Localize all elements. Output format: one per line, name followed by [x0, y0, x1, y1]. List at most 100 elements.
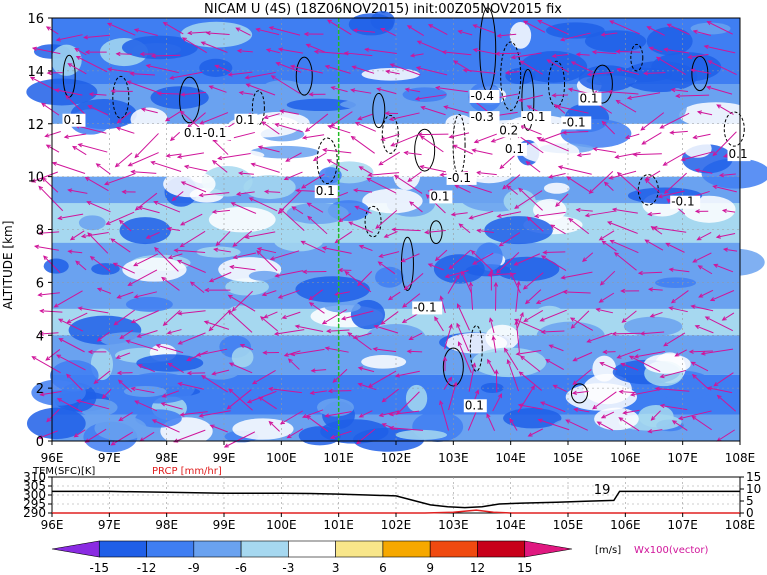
wind-vector	[537, 19, 569, 35]
wind-vector	[644, 239, 664, 251]
wind-vector	[38, 185, 64, 212]
wind-vector	[378, 251, 400, 258]
wind-vector	[571, 390, 589, 395]
wind-patch	[469, 148, 492, 180]
wind-vector	[145, 63, 179, 74]
wind-vector	[236, 48, 253, 54]
contour-label: -0.1	[522, 110, 545, 124]
wind-vector	[351, 65, 375, 74]
wind-patch	[316, 398, 354, 417]
wind-vector	[510, 52, 542, 60]
wind-vector	[41, 102, 60, 116]
wind-vector	[199, 112, 229, 125]
wind-vector	[539, 309, 567, 322]
colorbar-swatch	[51, 540, 100, 558]
omega-contour	[179, 76, 201, 124]
wind-vector	[385, 69, 400, 75]
wind-vector	[407, 171, 422, 182]
wind-vector	[208, 309, 231, 332]
wind-vector	[539, 401, 566, 413]
wind-vector	[716, 394, 737, 412]
wind-vector	[53, 290, 83, 308]
wind-vector	[519, 60, 543, 75]
wind-vector	[456, 303, 470, 331]
wind-vector	[472, 24, 495, 34]
wind-vector	[569, 317, 594, 331]
wind-vector	[586, 332, 613, 343]
wind-vector	[176, 152, 204, 159]
wind-vector	[409, 53, 424, 58]
wind-vector	[167, 253, 183, 260]
wind-vector	[352, 188, 373, 193]
wind-vector	[408, 332, 423, 340]
contour-label-bg	[521, 111, 552, 125]
wind-vector	[503, 347, 519, 371]
wind-vector	[93, 370, 111, 384]
wind-vector	[514, 318, 543, 332]
wind-vector	[354, 205, 372, 214]
wind-vector	[84, 428, 107, 443]
wind-vector	[373, 324, 399, 334]
wind-patch	[119, 217, 171, 245]
x-tick-label: 101E	[323, 518, 354, 532]
omega-contour	[112, 75, 130, 119]
wind-vector	[575, 52, 590, 57]
wind-vector	[548, 344, 564, 352]
wind-vector	[380, 133, 400, 141]
wind-vector	[671, 420, 688, 431]
x-tick-label: 101E	[323, 451, 354, 465]
wind-vector	[691, 374, 710, 390]
wind-vector	[566, 176, 592, 194]
wind-vector	[235, 191, 255, 197]
contour-label: 0.1	[430, 189, 449, 203]
wind-vector	[274, 122, 303, 133]
wind-vector	[160, 402, 183, 410]
wind-vector	[213, 247, 231, 253]
contour-label-bg	[469, 111, 500, 125]
contour-label: 0.1	[465, 398, 484, 412]
wind-vector	[332, 368, 348, 383]
wind-vector	[434, 316, 444, 332]
wind-vector	[180, 91, 206, 97]
wind-vector	[383, 231, 398, 238]
wind-vector	[403, 273, 424, 291]
wind-vector	[576, 152, 591, 158]
wind-vector	[211, 209, 230, 214]
wind-vector	[384, 111, 399, 116]
wind-vector	[308, 302, 325, 314]
wind-vector	[354, 122, 376, 132]
contour-label: 0.1	[505, 142, 524, 156]
sfc-left-tick-label: 300	[23, 488, 46, 502]
wind-vector	[596, 421, 614, 431]
wind-vector	[570, 310, 590, 329]
y-tick-label: 2	[36, 382, 44, 397]
wind-vector	[419, 164, 447, 173]
wind-vector	[630, 388, 661, 397]
wind-vector	[592, 147, 617, 153]
wind-vector	[55, 34, 83, 42]
wind-vector	[707, 60, 737, 76]
wind-vector	[675, 93, 710, 99]
wind-vector	[582, 252, 594, 262]
wind-vector	[468, 210, 494, 220]
wind-vector	[416, 40, 446, 54]
wind-vector	[96, 331, 110, 342]
contour-label-bg	[314, 185, 338, 199]
wind-vector	[649, 311, 663, 318]
colorbar-tick-label: 12	[470, 561, 485, 575]
wind-vector	[290, 348, 325, 357]
wind-vector	[164, 111, 181, 122]
wind-vector	[291, 206, 304, 215]
contour-label: -0.3	[471, 110, 494, 124]
colorbar-unit: [m/s]	[595, 545, 621, 556]
colorbar-swatch	[288, 540, 336, 558]
x-tick-label: 105E	[553, 518, 584, 532]
wind-vector	[609, 239, 639, 254]
wind-patch	[565, 383, 637, 411]
omega-contour	[316, 137, 338, 185]
x-tick-label: 104E	[495, 518, 526, 532]
wind-vector	[257, 145, 280, 153]
wind-vector	[51, 161, 86, 175]
wind-patch	[248, 270, 280, 281]
colorbar-swatch	[335, 540, 384, 558]
